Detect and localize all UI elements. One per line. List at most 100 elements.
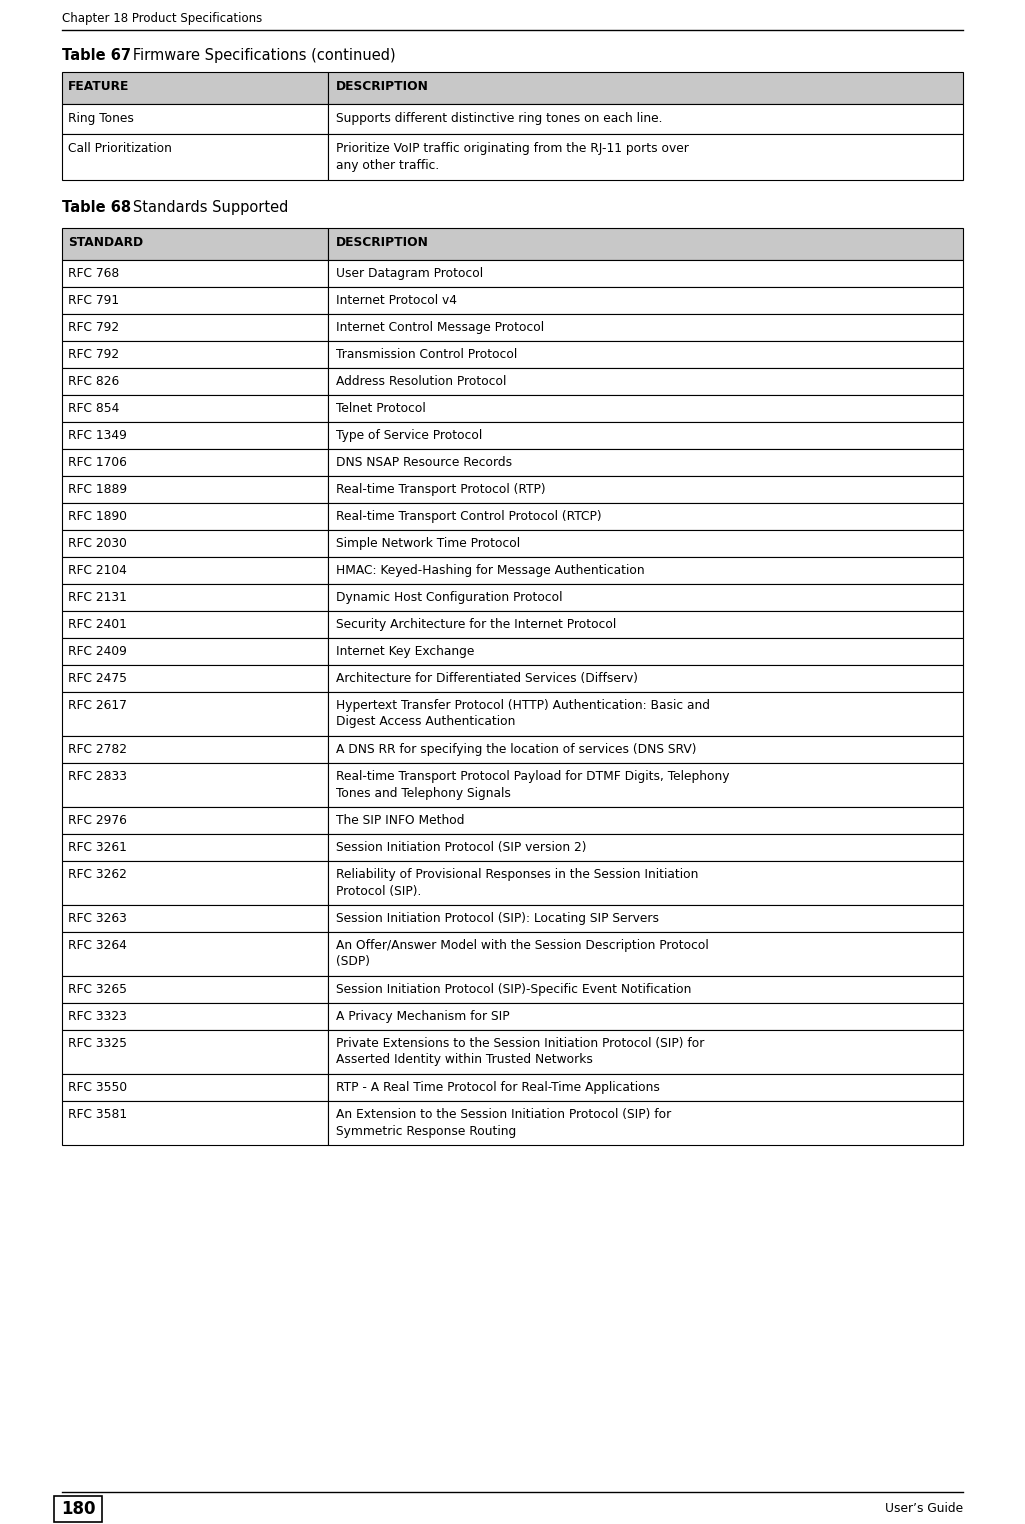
Text: Session Initiation Protocol (SIP): Locating SIP Servers: Session Initiation Protocol (SIP): Locat… [336, 911, 659, 925]
Bar [62, 736, 328, 764]
Text: Dynamic Host Configuration Protocol: Dynamic Host Configuration Protocol [336, 591, 563, 604]
Bar [328, 1030, 963, 1074]
Text: RFC 3264: RFC 3264 [68, 939, 127, 952]
Text: RFC 3323: RFC 3323 [68, 1010, 127, 1023]
Text: Supports different distinctive ring tones on each line.: Supports different distinctive ring tone… [336, 111, 662, 125]
Bar [328, 475, 963, 503]
Text: DESCRIPTION: DESCRIPTION [336, 236, 428, 248]
Bar [62, 367, 328, 395]
Text: FEATURE: FEATURE [68, 79, 129, 93]
Text: RFC 3550: RFC 3550 [68, 1081, 127, 1094]
Bar [328, 556, 963, 584]
Text: RFC 2976: RFC 2976 [68, 814, 127, 828]
Text: An Offer/Answer Model with the Session Description Protocol
(SDP): An Offer/Answer Model with the Session D… [336, 939, 708, 968]
Bar [328, 134, 963, 180]
Text: 180: 180 [60, 1500, 95, 1518]
Text: Session Initiation Protocol (SIP)-Specific Event Notification: Session Initiation Protocol (SIP)-Specif… [336, 983, 691, 997]
Text: RFC 2401: RFC 2401 [68, 619, 127, 631]
Bar [328, 975, 963, 1003]
Text: Internet Key Exchange: Internet Key Exchange [336, 645, 475, 658]
Text: Architecture for Differentiated Services (Diffserv): Architecture for Differentiated Services… [336, 672, 638, 684]
Bar [62, 229, 328, 261]
Text: RFC 2030: RFC 2030 [68, 536, 127, 550]
Text: RFC 2782: RFC 2782 [68, 744, 127, 756]
Bar [328, 736, 963, 764]
Text: The SIP INFO Method: The SIP INFO Method [336, 814, 464, 828]
Text: Ring Tones: Ring Tones [68, 111, 134, 125]
Text: RFC 1349: RFC 1349 [68, 428, 127, 442]
Bar [328, 450, 963, 475]
Bar [328, 1003, 963, 1030]
Text: RFC 3325: RFC 3325 [68, 1036, 127, 1050]
Text: Telnet Protocol: Telnet Protocol [336, 402, 425, 415]
Text: RFC 2104: RFC 2104 [68, 564, 127, 578]
Bar [328, 287, 963, 314]
Text: Real-time Transport Protocol (RTP): Real-time Transport Protocol (RTP) [336, 483, 545, 495]
Bar [62, 1100, 328, 1145]
Text: HMAC: Keyed-Hashing for Message Authentication: HMAC: Keyed-Hashing for Message Authenti… [336, 564, 645, 578]
Text: RFC 2617: RFC 2617 [68, 700, 127, 712]
Bar [62, 905, 328, 933]
Text: RFC 3261: RFC 3261 [68, 841, 127, 853]
Text: Real-time Transport Protocol Payload for DTMF Digits, Telephony
Tones and Teleph: Real-time Transport Protocol Payload for… [336, 770, 730, 800]
Text: RFC 791: RFC 791 [68, 294, 119, 306]
Bar [328, 692, 963, 736]
Bar [62, 503, 328, 530]
Bar [328, 933, 963, 975]
Text: RFC 3581: RFC 3581 [68, 1108, 127, 1122]
Text: Simple Network Time Protocol: Simple Network Time Protocol [336, 536, 520, 550]
Text: RFC 2475: RFC 2475 [68, 672, 127, 684]
Text: RFC 768: RFC 768 [68, 267, 119, 280]
Bar [328, 764, 963, 808]
Bar [62, 530, 328, 556]
Bar [62, 933, 328, 975]
Text: Hypertext Transfer Protocol (HTTP) Authentication: Basic and
Digest Access Authe: Hypertext Transfer Protocol (HTTP) Authe… [336, 700, 709, 728]
Bar [62, 808, 328, 834]
Bar [62, 975, 328, 1003]
Text: Table 68: Table 68 [62, 200, 131, 215]
Text: RFC 1706: RFC 1706 [68, 456, 127, 469]
Text: RFC 2131: RFC 2131 [68, 591, 127, 604]
Text: STANDARD: STANDARD [68, 236, 144, 248]
Bar [62, 475, 328, 503]
Text: Internet Protocol v4: Internet Protocol v4 [336, 294, 457, 306]
Bar [328, 104, 963, 134]
Text: Transmission Control Protocol: Transmission Control Protocol [336, 347, 517, 361]
Text: Standards Supported: Standards Supported [119, 200, 288, 215]
Bar [62, 611, 328, 639]
Bar [62, 639, 328, 664]
Bar [62, 834, 328, 861]
Text: RFC 3265: RFC 3265 [68, 983, 127, 997]
Text: RFC 3263: RFC 3263 [68, 911, 127, 925]
Text: Reliability of Provisional Responses in the Session Initiation
Protocol (SIP).: Reliability of Provisional Responses in … [336, 869, 698, 898]
Bar [62, 664, 328, 692]
Bar [62, 1074, 328, 1100]
Bar [328, 530, 963, 556]
Bar [328, 367, 963, 395]
Text: RTP - A Real Time Protocol for Real-Time Applications: RTP - A Real Time Protocol for Real-Time… [336, 1081, 660, 1094]
Text: RFC 792: RFC 792 [68, 322, 119, 334]
Text: RFC 792: RFC 792 [68, 347, 119, 361]
Bar [328, 422, 963, 450]
Bar [328, 341, 963, 367]
Bar [328, 611, 963, 639]
Bar [62, 422, 328, 450]
Bar [328, 1074, 963, 1100]
Bar [328, 808, 963, 834]
Bar [328, 261, 963, 287]
Bar [62, 341, 328, 367]
Bar [62, 861, 328, 905]
Text: Chapter 18 Product Specifications: Chapter 18 Product Specifications [62, 12, 262, 24]
Bar [62, 1003, 328, 1030]
Text: RFC 2833: RFC 2833 [68, 770, 127, 783]
Text: An Extension to the Session Initiation Protocol (SIP) for
Symmetric Response Rou: An Extension to the Session Initiation P… [336, 1108, 671, 1137]
Bar [62, 556, 328, 584]
Text: Prioritize VoIP traffic originating from the RJ-11 ports over
any other traffic.: Prioritize VoIP traffic originating from… [336, 142, 689, 172]
Bar [62, 134, 328, 180]
Text: User Datagram Protocol: User Datagram Protocol [336, 267, 483, 280]
Bar [62, 314, 328, 341]
Bar [328, 639, 963, 664]
Bar [62, 72, 328, 104]
Text: Call Prioritization: Call Prioritization [68, 142, 172, 155]
Bar [328, 229, 963, 261]
